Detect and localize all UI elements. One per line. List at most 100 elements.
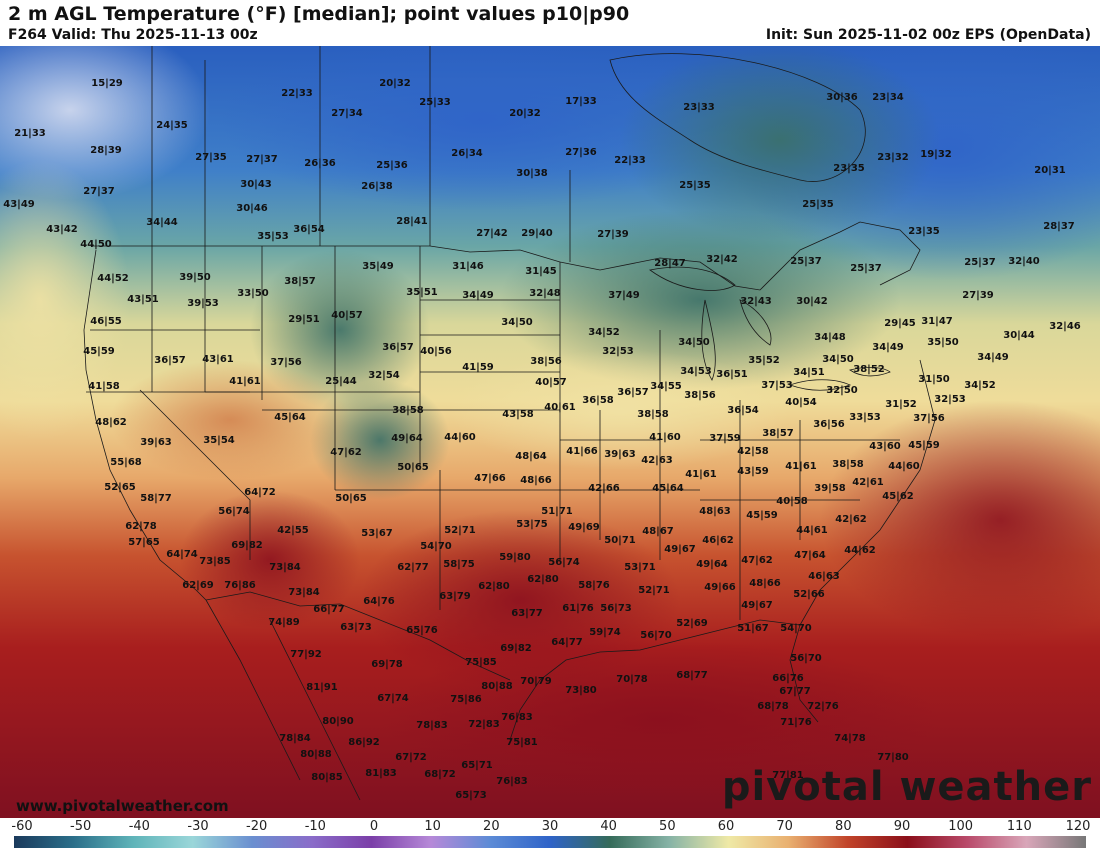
- temperature-map[interactable]: 15|29 22|33 20|32 25|33 27|34 20|32 17|33 23|33…: [0, 46, 1100, 818]
- point-value-label: 64|76: [363, 596, 395, 607]
- point-value-label: 38|56: [530, 356, 562, 367]
- point-value-label: 56|74: [548, 557, 580, 568]
- point-value-label: 32|53: [934, 394, 966, 405]
- point-value-label: 34|52: [964, 380, 996, 391]
- colorbar-tick-label: -10: [304, 819, 326, 834]
- point-value-label: 52|69: [676, 618, 708, 629]
- point-value-label: 36|58: [582, 395, 614, 406]
- point-value-label: 62|80: [527, 574, 559, 585]
- point-value-label: 42|61: [852, 477, 884, 488]
- point-value-label: 57|65: [128, 537, 160, 548]
- point-value-label: 31|46: [452, 261, 484, 272]
- point-value-label: 36|54: [293, 224, 325, 235]
- map-header: 2 m AGL Temperature (°F) [median]; point…: [0, 0, 1100, 46]
- point-value-label: 80|90: [322, 716, 354, 727]
- point-value-label: 43|58: [502, 409, 534, 420]
- point-value-label: 55|68: [110, 457, 142, 468]
- point-value-label: 30|43: [240, 179, 272, 190]
- point-value-label: 38|58: [832, 459, 864, 470]
- point-value-label: 66|76: [772, 673, 804, 684]
- point-value-label: 39|58: [814, 483, 846, 494]
- point-value-label: 38|56: [684, 390, 716, 401]
- point-value-label: 72|83: [468, 719, 500, 730]
- map-title: 2 m AGL Temperature (°F) [median]; point…: [8, 3, 630, 25]
- point-value-label: 65|76: [406, 625, 438, 636]
- point-value-label: 29|40: [521, 228, 553, 239]
- point-value-label: 44|60: [888, 461, 920, 472]
- point-value-label: 24|35: [156, 120, 188, 131]
- point-value-label: 42|66: [588, 483, 620, 494]
- point-value-label: 56|73: [600, 603, 632, 614]
- colorbar-tick-label: 40: [600, 819, 617, 834]
- point-value-label: 62|77: [397, 562, 429, 573]
- point-value-label: 41|61: [229, 376, 261, 387]
- point-value-label: 25|33: [419, 97, 451, 108]
- point-value-label: 47|66: [474, 473, 506, 484]
- point-value-label: 35|50: [927, 337, 959, 348]
- point-value-label: 40|56: [420, 346, 452, 357]
- colorbar-tick-label: 90: [893, 819, 911, 834]
- point-value-label: 32|53: [602, 346, 634, 357]
- point-value-label: 27|36: [565, 147, 597, 158]
- point-value-label: 34|49: [462, 290, 494, 301]
- point-value-label: 30|38: [516, 168, 548, 179]
- point-value-label: 70|79: [520, 676, 552, 687]
- point-value-label: 30|42: [796, 296, 828, 307]
- point-value-label: 68|78: [757, 701, 789, 712]
- point-value-label: 63|79: [439, 591, 471, 602]
- brand-logo: pivotal weather: [721, 764, 1092, 810]
- point-value-label: 40|61: [544, 402, 576, 413]
- point-value-label: 38|57: [762, 428, 794, 439]
- point-value-label: 46|55: [90, 316, 122, 327]
- colorbar-tick-label: -40: [128, 819, 150, 834]
- point-value-label: 77|81: [772, 770, 804, 781]
- point-value-label: 54|70: [420, 541, 452, 552]
- point-value-label: 56|70: [640, 630, 672, 641]
- point-value-label: 64|74: [166, 549, 198, 560]
- point-value-label: 62|69: [182, 580, 214, 591]
- point-value-label: 33|50: [237, 288, 269, 299]
- point-value-label: 20|32: [379, 78, 411, 89]
- point-value-label: 47|64: [794, 550, 826, 561]
- point-value-label: 33|53: [849, 412, 881, 423]
- point-value-label: 27|39: [962, 290, 994, 301]
- point-value-label: 28|47: [654, 258, 686, 269]
- point-value-label: 42|55: [277, 525, 309, 536]
- point-value-label: 26|36: [304, 158, 336, 169]
- point-value-label: 19|32: [920, 149, 952, 160]
- point-value-label: 29|45: [884, 318, 916, 329]
- init-time: Init: Sun 2025-11-02 00z EPS (OpenData): [765, 27, 1091, 43]
- point-value-label: 35|54: [203, 435, 235, 446]
- point-value-label: 25|37: [850, 263, 882, 274]
- point-value-label: 40|58: [776, 496, 808, 507]
- point-value-label: 63|73: [340, 622, 372, 633]
- point-value-label: 25|37: [790, 256, 822, 267]
- point-value-label: 62|78: [125, 521, 157, 532]
- point-value-label: 78|84: [279, 733, 311, 744]
- point-value-label: 41|66: [566, 446, 598, 457]
- point-value-label: 56|74: [218, 506, 250, 517]
- point-value-label: 66|77: [313, 604, 345, 615]
- point-value-label: 34|49: [977, 352, 1009, 363]
- point-value-label: 34|50: [822, 354, 854, 365]
- point-value-label: 38|58: [392, 405, 424, 416]
- point-value-label: 73|84: [269, 562, 301, 573]
- point-value-label: 35|52: [748, 355, 780, 366]
- point-value-label: 71|76: [780, 717, 812, 728]
- point-value-label: 50|65: [397, 462, 429, 473]
- point-value-label: 77|80: [877, 752, 909, 763]
- point-value-label: 17|33: [565, 96, 597, 107]
- point-value-label: 80|88: [481, 681, 513, 692]
- point-value-label: 27|37: [83, 186, 115, 197]
- point-value-label: 25|35: [679, 180, 711, 191]
- valid-time: F264 Valid: Thu 2025-11-13 00z: [8, 27, 258, 43]
- colorbar-tick-labels: -60 -50 -40 -30 -20 -10 0 10 20 30 40 50 60 70 80 90 100…: [0, 818, 1100, 836]
- point-value-label: 44|62: [844, 545, 876, 556]
- point-value-label: 64|77: [551, 637, 583, 648]
- point-value-label: 58|76: [578, 580, 610, 591]
- colorbar-tick-label: 50: [659, 819, 676, 834]
- colorbar-tick-label: -60: [11, 819, 33, 834]
- point-value-label: 48|66: [749, 578, 781, 589]
- point-value-label: 26|38: [361, 181, 393, 192]
- point-value-label: 49|67: [741, 600, 773, 611]
